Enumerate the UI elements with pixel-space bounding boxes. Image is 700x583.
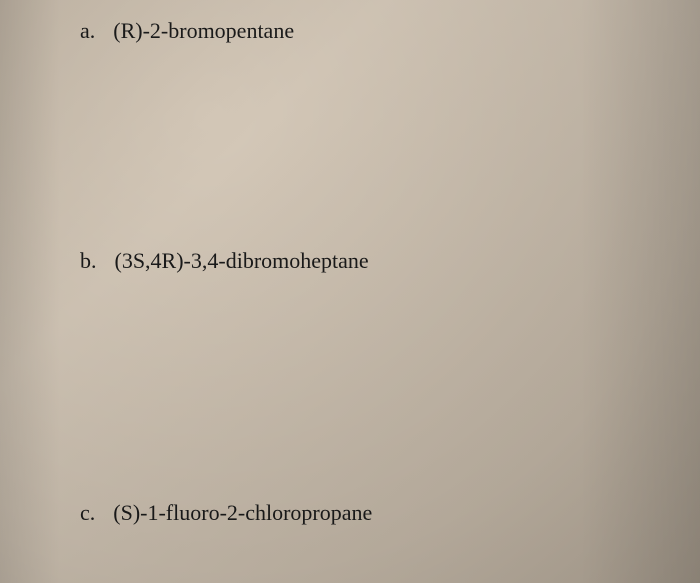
question-text-b: (3S,4R)-3,4-dibromoheptane [115, 248, 369, 274]
lighting-shadow [0, 0, 700, 583]
question-a: a. (R)-2-bromopentane [80, 18, 294, 44]
question-marker-c: c. [80, 500, 95, 526]
question-marker-a: a. [80, 18, 95, 44]
worksheet-page: a. (R)-2-bromopentane b. (3S,4R)-3,4-dib… [0, 0, 700, 583]
question-b: b. (3S,4R)-3,4-dibromoheptane [80, 248, 369, 274]
question-text-a: (R)-2-bromopentane [113, 18, 294, 44]
vignette-right [580, 0, 700, 583]
question-marker-b: b. [80, 248, 97, 274]
question-text-c: (S)-1-fluoro-2-chloropropane [113, 500, 372, 526]
question-c: c. (S)-1-fluoro-2-chloropropane [80, 500, 372, 526]
vignette-left [0, 0, 60, 583]
